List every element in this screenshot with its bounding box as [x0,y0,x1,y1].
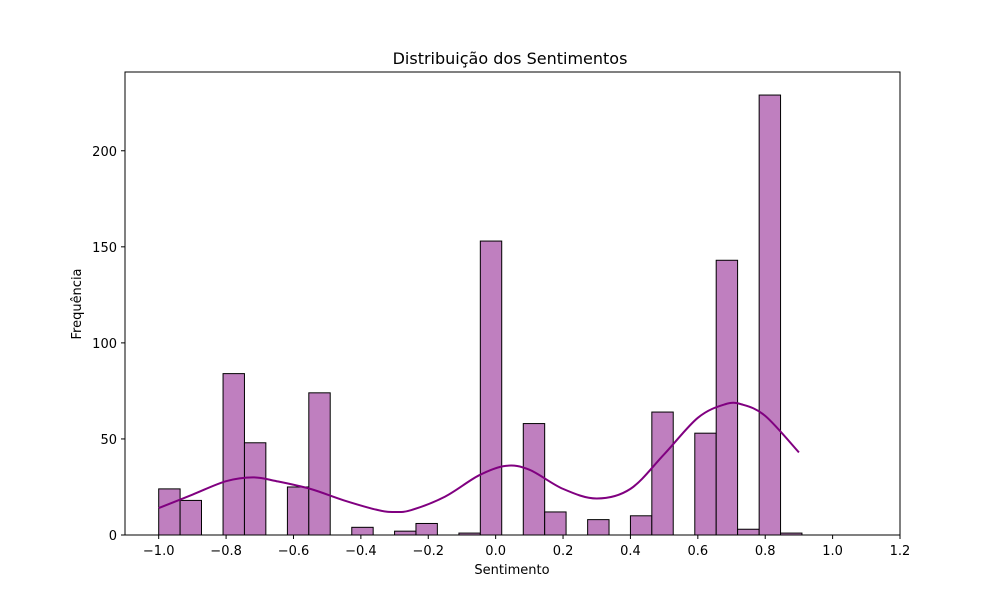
y-tick-label: 150 [92,241,117,256]
histogram-bar [479,240,503,536]
y-axis-label: Frequência [70,268,85,339]
plot-frame [124,71,901,536]
histogram-bar [222,373,245,536]
y-tick-label: 0 [109,529,117,544]
histogram-bar [394,530,417,536]
histogram-bar [415,522,438,536]
chart-title: Distribuição dos Sentimentos [393,49,628,68]
x-tick-label: −0.2 [412,544,444,559]
x-tick-label: 1.2 [890,544,911,559]
histogram-bar [629,515,653,536]
histogram-bar [522,423,546,536]
histogram-bar [351,526,374,536]
y-tick-label: 50 [100,433,117,448]
histogram-bar [694,432,717,536]
histogram-bar [715,259,739,536]
y-tick-label: 200 [92,145,117,160]
y-tick-label: 100 [92,337,117,352]
histogram-bar [179,499,202,536]
x-tick-label: 0.4 [620,544,641,559]
histogram-bar [286,486,310,536]
x-tick-label: 0.6 [687,544,708,559]
x-axis-label: Sentimento [474,563,549,578]
histogram-bar [651,411,674,536]
histogram-bar [308,392,331,536]
x-tick-label: 1.0 [822,544,843,559]
x-tick-label: −0.8 [210,544,242,559]
histogram-bar [544,511,567,536]
x-tick-label: 0.8 [755,544,776,559]
bars-layer [158,94,803,536]
histogram-bar [737,528,760,536]
histogram-bar [158,488,181,536]
x-tick-label: −0.6 [278,544,310,559]
x-tick-label: 0.0 [485,544,506,559]
histogram-bar [243,442,267,536]
x-tick-label: −0.4 [345,544,377,559]
axes-layer: −1.0 −0.8 −0.6 −0.4 −0.2 0.0 0.2 0.4 0.6 0.8 1.0 1.… [92,71,911,559]
kde-curve [158,401,800,514]
histogram-bar [758,94,782,536]
x-tick-label: 0.2 [553,544,574,559]
histogram-bar [587,519,610,536]
x-tick-label: −1.0 [143,544,175,559]
kde-layer [158,401,800,514]
